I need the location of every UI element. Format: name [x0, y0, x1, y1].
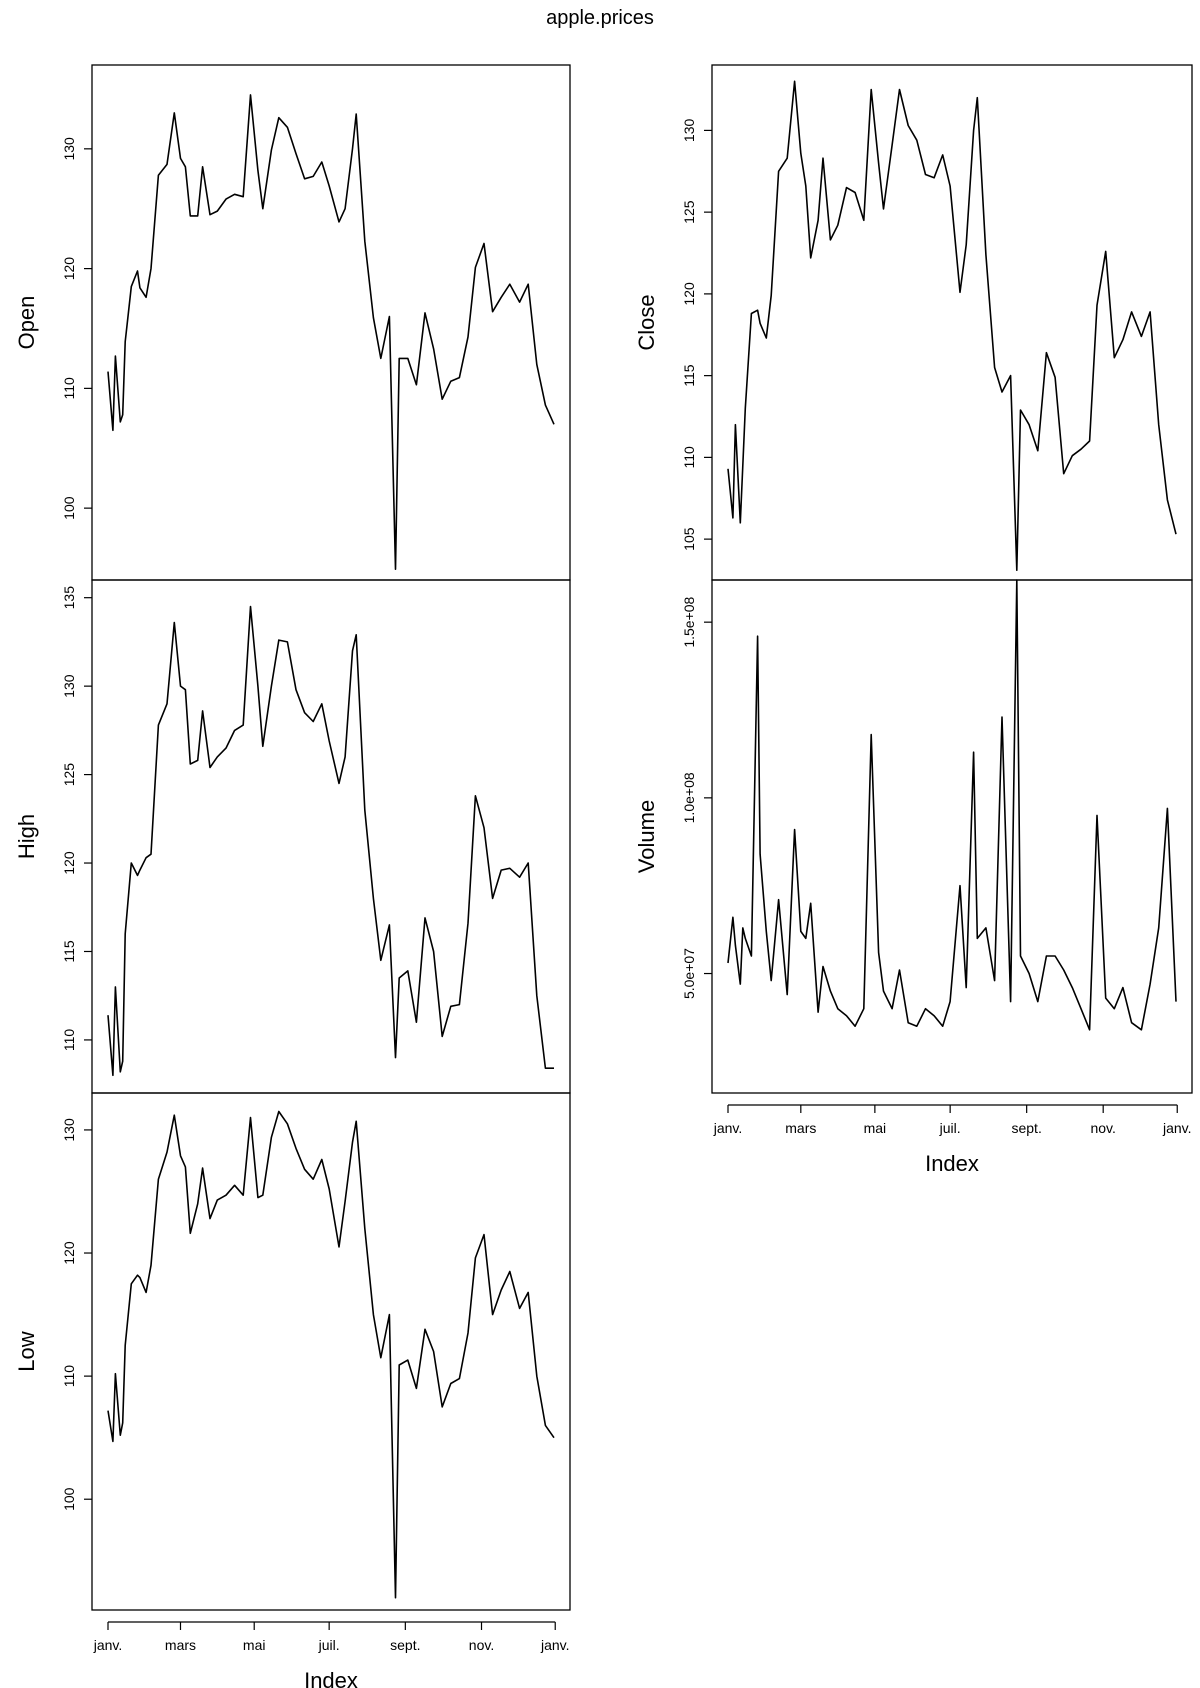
plot-frame-open — [91, 64, 571, 581]
x-tick-label-low: mai — [243, 1637, 266, 1653]
plot-frame-high — [91, 579, 571, 1094]
y-tick-label-open: 130 — [61, 137, 77, 161]
x-tick-label-volume: juil. — [939, 1120, 961, 1136]
plot-frame-close — [711, 64, 1193, 581]
chart-panels: 100 110 120 130 Open 110 115 120 125 130 135 High 10… — [14, 64, 1193, 1688]
series-line-high — [107, 605, 554, 1077]
series-line-open — [107, 94, 555, 571]
y-tick-label-open: 100 — [61, 496, 77, 520]
x-tick-label-volume: mai — [864, 1120, 887, 1136]
y-tick-label-close: 110 — [681, 446, 697, 469]
x-tick-label-low: mars — [165, 1637, 196, 1653]
y-tick-label-close: 105 — [681, 527, 697, 551]
panel-close: 105 110 115 120 125 130 Close — [634, 64, 1193, 581]
x-tick-label-volume: janv. — [713, 1120, 743, 1136]
y-tick-label-volume: 1.0e+08 — [681, 772, 697, 823]
x-tick-label-low: janv. — [540, 1637, 570, 1653]
y-tick-label-close: 130 — [681, 119, 697, 143]
panel-low: 100 110 120 130 Low janv. mars mai juil. sept. nov… — [14, 1092, 571, 1688]
y-tick-label-high: 120 — [61, 851, 77, 875]
x-tick-label-volume: janv. — [1162, 1120, 1192, 1136]
x-tick-label-volume: mars — [785, 1120, 816, 1136]
panel-volume: 5.0e+07 1.0e+08 1.5e+08 Volume janv. mars mai j… — [634, 579, 1193, 1176]
y-tick-label-low: 100 — [61, 1487, 77, 1511]
y-tick-label-high: 115 — [61, 940, 77, 963]
plot-frame-volume — [711, 579, 1193, 1094]
y-axis-label-close: Close — [634, 294, 659, 350]
y-tick-label-low: 130 — [61, 1118, 77, 1142]
x-tick-label-low: janv. — [93, 1637, 123, 1653]
x-tick-label-low: juil. — [318, 1637, 340, 1653]
x-axis-label-volume: Index — [925, 1151, 979, 1176]
series-line-close — [727, 80, 1177, 572]
x-tick-label-volume: nov. — [1090, 1120, 1115, 1136]
x-tick-label-low: nov. — [469, 1637, 494, 1653]
panel-high: 110 115 120 125 130 135 High — [14, 579, 571, 1094]
y-tick-label-open: 120 — [61, 257, 77, 281]
y-tick-label-low: 110 — [61, 1365, 77, 1388]
series-line-low — [107, 1110, 555, 1599]
plot-frame-low — [91, 1092, 571, 1611]
x-tick-label-volume: sept. — [1011, 1120, 1041, 1136]
y-tick-label-high: 135 — [61, 586, 77, 610]
y-tick-label-close: 125 — [681, 200, 697, 224]
y-tick-label-close: 115 — [681, 364, 697, 387]
x-axis-label-low: Index — [304, 1668, 358, 1688]
series-line-volume — [727, 579, 1177, 1031]
y-tick-label-open: 110 — [61, 377, 77, 400]
y-axis-label-high: High — [14, 814, 39, 859]
x-tick-label-low: sept. — [390, 1637, 420, 1653]
y-tick-label-high: 125 — [61, 763, 77, 787]
panel-open: 100 110 120 130 Open — [14, 64, 571, 581]
y-tick-label-close: 120 — [681, 282, 697, 306]
y-tick-label-high: 110 — [61, 1029, 77, 1052]
y-tick-label-high: 130 — [61, 674, 77, 698]
chart-title: apple.prices — [546, 7, 654, 29]
y-tick-label-volume: 5.0e+07 — [681, 948, 697, 999]
y-tick-label-volume: 1.5e+08 — [681, 596, 697, 647]
y-tick-label-low: 120 — [61, 1241, 77, 1265]
y-axis-label-low: Low — [14, 1331, 39, 1371]
y-axis-label-open: Open — [14, 296, 39, 350]
y-axis-label-volume: Volume — [634, 800, 659, 873]
